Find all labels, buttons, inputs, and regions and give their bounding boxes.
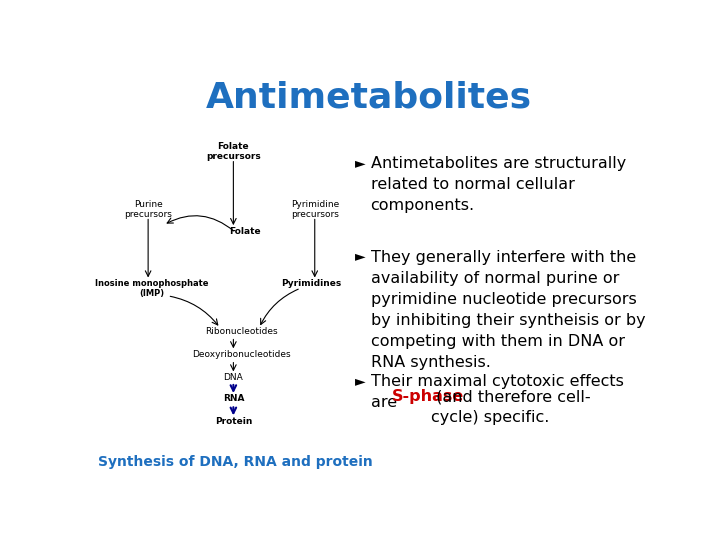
Text: Protein: Protein <box>215 417 252 426</box>
Text: Deoxyribonucleotides: Deoxyribonucleotides <box>192 350 290 359</box>
Text: Folate
precursors: Folate precursors <box>206 142 261 161</box>
Text: They generally interfere with the
availability of normal purine or
pyrimidine nu: They generally interfere with the availa… <box>371 249 645 369</box>
Text: Antimetabolites are structurally
related to normal cellular
components.: Antimetabolites are structurally related… <box>371 156 626 213</box>
Text: ►: ► <box>355 249 366 264</box>
Text: Pyrimidine
precursors: Pyrimidine precursors <box>291 200 339 219</box>
Text: Ribonucleotides: Ribonucleotides <box>204 327 277 335</box>
Text: Synthesis of DNA, RNA and protein: Synthesis of DNA, RNA and protein <box>98 455 372 469</box>
Text: Antimetabolites: Antimetabolites <box>206 80 532 114</box>
Text: ►: ► <box>355 374 366 388</box>
Text: Inosine monophosphate
(IMP): Inosine monophosphate (IMP) <box>95 279 209 298</box>
Text: Folate: Folate <box>229 226 261 235</box>
Text: (and therefore cell-
cycle) specific.: (and therefore cell- cycle) specific. <box>431 389 590 426</box>
Text: S-phase: S-phase <box>392 389 464 404</box>
Text: RNA: RNA <box>222 394 244 403</box>
Text: Pyrimidines: Pyrimidines <box>281 279 341 288</box>
Text: DNA: DNA <box>223 373 243 382</box>
Text: ►: ► <box>355 156 366 170</box>
Text: Their maximal cytotoxic effects
are: Their maximal cytotoxic effects are <box>371 374 624 410</box>
Text: Purine
precursors: Purine precursors <box>124 200 172 219</box>
